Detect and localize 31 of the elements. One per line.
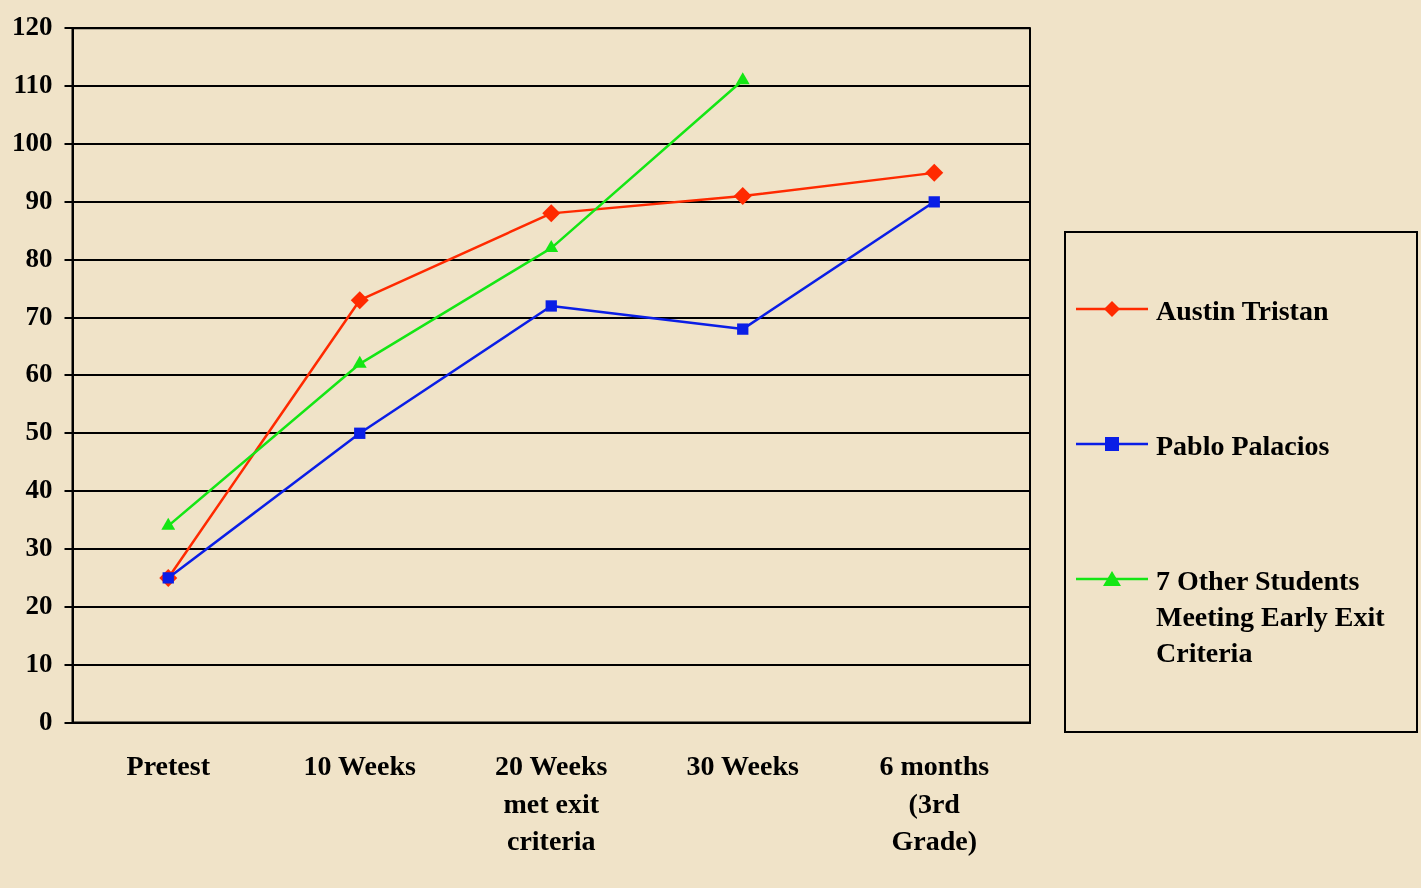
point <box>542 204 561 223</box>
legend-label: Pablo Palacios <box>1156 429 1330 463</box>
point <box>354 427 366 439</box>
point <box>733 187 752 206</box>
x-tick-label: 20 Weeks met exit criteria <box>495 749 608 857</box>
x-tick-label: 30 Weeks <box>686 749 799 781</box>
y-tick-label: 90 <box>25 184 53 215</box>
point <box>928 196 940 208</box>
y-tick-label: 100 <box>12 126 53 157</box>
y-tick-label: 20 <box>25 589 53 620</box>
y-tick-label: 40 <box>25 474 53 505</box>
y-tick-label: 120 <box>12 11 53 42</box>
y-tick-label: 10 <box>25 647 53 678</box>
x-tick-label: Pretest <box>126 749 211 781</box>
y-tick-label: 110 <box>13 69 53 100</box>
x-tick-label: 10 Weeks <box>303 749 416 781</box>
y-tick-label: 70 <box>25 300 53 331</box>
legend-label: 7 Other Students Meeting Early Exit Criteria <box>1156 564 1386 671</box>
legend-label: Austin Tristan <box>1156 293 1329 328</box>
y-tick-label: 30 <box>25 531 53 562</box>
x-tick-label: 6 months (3rd Grade) <box>879 749 990 857</box>
point <box>545 300 557 312</box>
point <box>735 72 750 85</box>
y-tick-label: 0 <box>39 705 53 736</box>
point <box>544 240 559 253</box>
y-tick-label: 60 <box>25 358 53 389</box>
point <box>737 323 749 335</box>
y-tick-label: 80 <box>25 242 53 273</box>
y-tick-label: 50 <box>25 416 53 447</box>
point <box>350 291 369 310</box>
point <box>925 163 944 182</box>
